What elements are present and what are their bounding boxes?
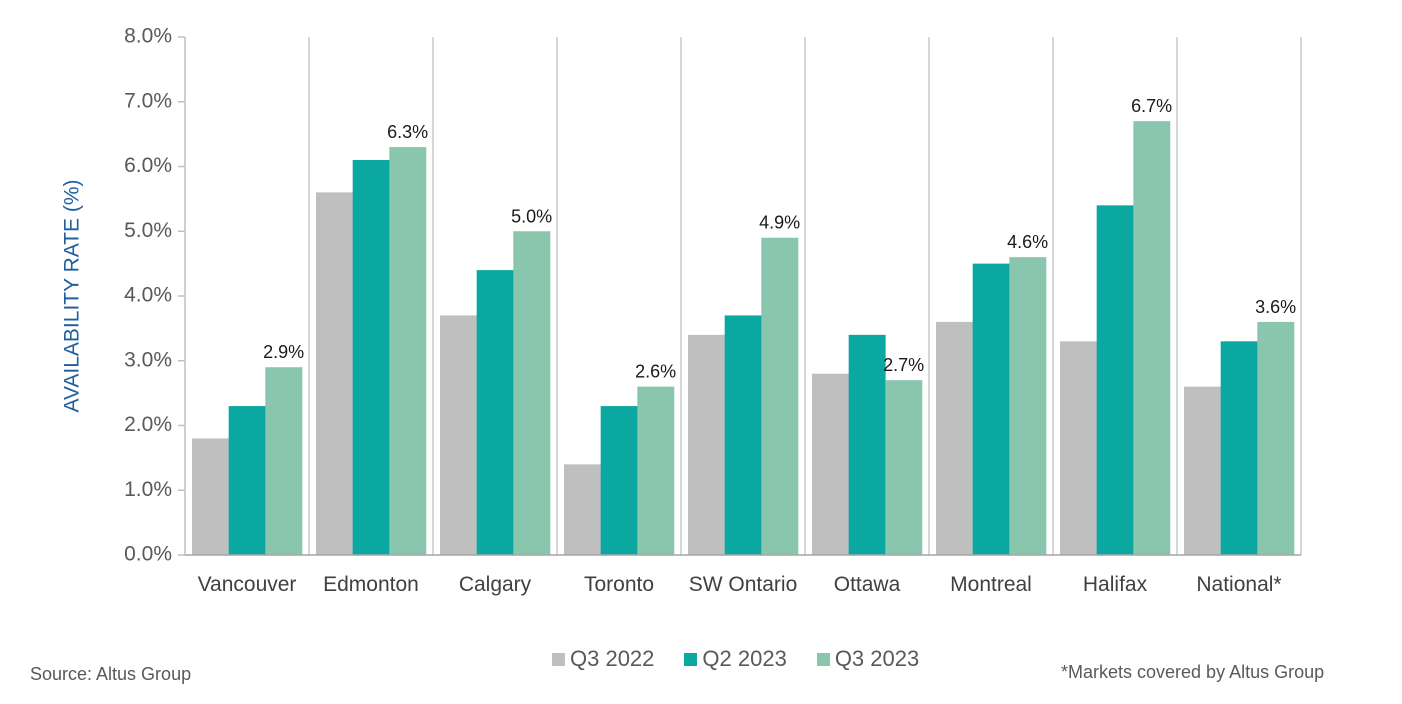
data-label: 2.9% [263,342,304,362]
bar-q2-2023 [228,406,266,555]
source-note: Source: Altus Group [30,664,192,684]
y-tick-label: 4.0% [124,284,172,307]
bar-q3-2023 [389,147,427,555]
legend-swatch [684,652,698,666]
bar-q2-2023 [1220,341,1258,555]
bar-q2-2023 [724,315,762,555]
bar-q3-2022 [688,334,725,555]
bars [192,121,1295,556]
data-label: 5.0% [511,206,552,226]
x-category-label: Edmonton [323,573,419,596]
bar-q3-2022 [192,438,229,555]
legend-label: Q3 2023 [834,646,920,671]
bar-q2-2023 [972,263,1010,555]
x-category-label: Ottawa [834,573,901,596]
bar-q3-2023 [265,367,303,555]
data-label: 2.7% [883,355,924,375]
x-category-label: SW Ontario [689,573,798,596]
y-tick-label: 1.0% [124,478,172,501]
markets-footnote: *Markets covered by Altus Group [1061,662,1325,682]
y-axis: 0.0% 1.0% 2.0% 3.0% 4.0% 5.0% 6.0% 7.0% 8.0% [124,25,186,566]
gridlines [308,37,1302,555]
y-tick-label: 6.0% [124,154,172,177]
x-category-label: Montreal [950,573,1032,596]
y-tick-label: 3.0% [124,348,172,371]
bar-q3-2022 [1060,341,1097,555]
data-label: 6.7% [1131,96,1172,116]
y-axis-title: AVAILABILITY RATE (%) [61,179,84,412]
bar-q3-2023 [761,237,799,555]
bar-q3-2023 [885,380,923,555]
x-axis: Vancouver Edmonton Calgary Toronto SW Ontari… [185,554,1301,596]
legend-label: Q3 2022 [570,646,655,671]
x-category-label: Halifax [1083,573,1148,596]
bar-q3-2022 [564,464,601,555]
bar-q2-2023 [600,406,638,555]
x-category-label: Vancouver [198,573,297,596]
bar-q3-2023 [637,386,675,555]
bar-q3-2022 [812,373,849,555]
data-label: 2.6% [635,362,676,382]
y-tick-label: 0.0% [124,543,172,566]
legend: Q3 2022 Q2 2023 Q3 2023 [552,646,949,672]
bar-q3-2022 [1184,386,1221,555]
bar-q3-2023 [1009,257,1047,555]
y-tick-label: 2.0% [124,413,172,436]
x-category-label: Calgary [459,573,532,596]
legend-item: Q3 2023 [816,646,920,672]
bar-q2-2023 [848,334,886,555]
y-tick-label: 8.0% [124,25,172,48]
bar-q3-2022 [936,321,973,555]
y-tick-label: 5.0% [124,219,172,242]
data-label: 4.6% [1007,232,1048,252]
legend-label: Q2 2023 [702,646,787,671]
data-labels: 2.9% 6.3% 5.0% 2.6% 4.9% 2.7% 4.6% 6.7% 3.6% [263,96,1296,381]
legend-item: Q3 2022 [552,646,654,672]
legend-swatch [552,652,565,666]
bar-q3-2023 [513,231,551,555]
data-label: 4.9% [759,213,800,233]
x-category-label: Toronto [584,573,654,596]
data-label: 3.6% [1255,297,1296,317]
legend-item: Q2 2023 [684,646,787,672]
x-category-label: National* [1196,573,1281,596]
data-label: 6.3% [387,122,428,142]
bar-q3-2023 [1257,321,1295,555]
bar-q2-2023 [1096,205,1134,555]
y-tick-label: 7.0% [124,89,172,112]
bar-q3-2023 [1133,121,1171,556]
bar-q3-2022 [316,192,353,555]
bar-q2-2023 [476,270,514,555]
legend-swatch [816,652,830,666]
bar-q2-2023 [352,160,390,555]
bar-q3-2022 [440,315,477,555]
